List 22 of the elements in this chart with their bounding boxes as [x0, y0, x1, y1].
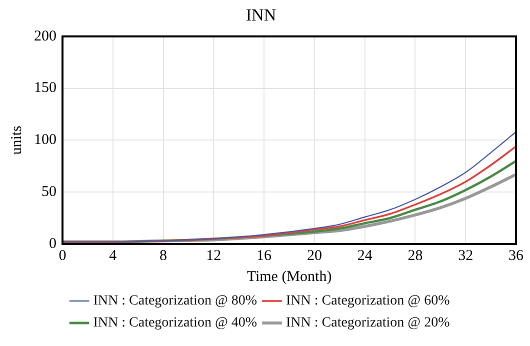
y-tick-label: 100 [34, 132, 56, 148]
y-tick-label: 50 [42, 184, 56, 200]
legend-label: INN : Categorization @ 20% [286, 316, 450, 331]
x-tick-label: 24 [357, 248, 373, 264]
x-tick-label: 36 [508, 248, 524, 264]
x-tick-label: 16 [256, 248, 272, 264]
y-tick-label: 200 [34, 28, 56, 44]
x-tick-label: 8 [160, 248, 168, 264]
y-tick-label: 0 [49, 236, 56, 252]
legend-label: INN : Categorization @ 80% [93, 294, 258, 309]
legend-label: INN : Categorization @ 60% [286, 294, 450, 309]
legend-label: INN : Categorization @ 40% [93, 316, 258, 331]
x-tick-label: 0 [58, 248, 66, 264]
y-tick-label: 150 [34, 80, 56, 96]
x-tick-label: 12 [206, 248, 222, 264]
x-axis-title: Time (Month) [246, 268, 332, 285]
x-tick-label: 20 [306, 248, 322, 264]
x-tick-label: 32 [458, 248, 474, 264]
chart-title: INN [246, 6, 276, 25]
y-axis-title: units [8, 125, 25, 155]
x-tick-label: 28 [408, 248, 423, 264]
x-tick-label: 4 [109, 248, 118, 264]
